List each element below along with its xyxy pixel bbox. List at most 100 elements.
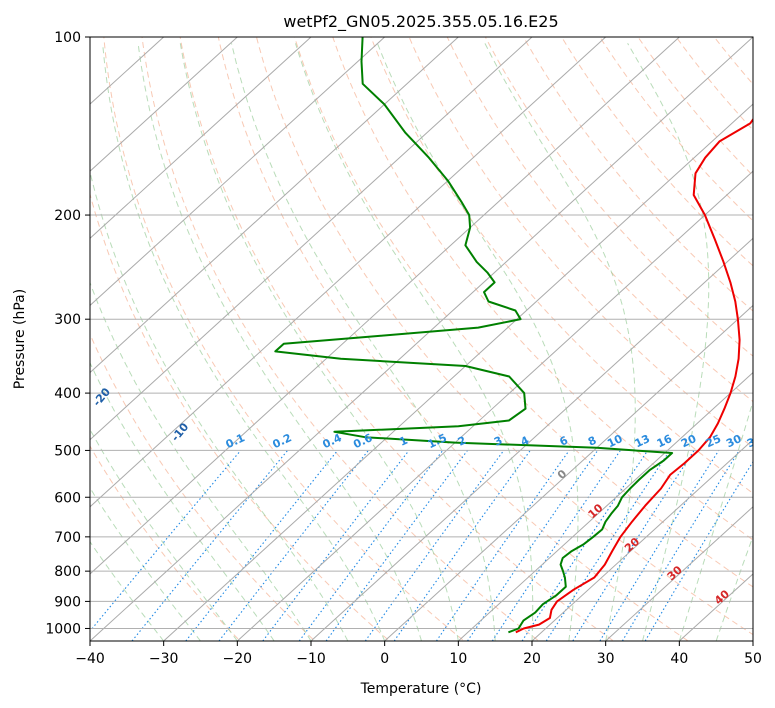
isotherm-line: [90, 37, 312, 240]
dry-adiabat-line: [103, 37, 465, 641]
x-tick-label: 40: [670, 651, 688, 667]
y-tick-label: 400: [54, 386, 81, 402]
y-tick-label: 300: [54, 312, 81, 328]
moist-adiabat-line: [678, 399, 753, 641]
dry-adiabat-line: [485, 37, 753, 357]
y-axis-title: Pressure (hPa): [12, 289, 28, 389]
dry-adiabat-line: [332, 37, 753, 541]
dry-adiabat-line: [217, 37, 690, 641]
mixing-ratio-line: [491, 450, 621, 641]
y-tick-label: 900: [54, 594, 81, 610]
y-tick-label: 200: [54, 208, 81, 224]
mixing-ratio-label: 20: [679, 432, 699, 450]
mixing-ratio-label: 25: [704, 432, 723, 450]
dry-adiabat-line: [370, 37, 753, 494]
isotherm-line: [90, 37, 753, 641]
mixing-ratio-line: [545, 450, 671, 641]
x-tick-label: 0: [380, 651, 389, 667]
y-tick-label: 500: [54, 443, 81, 459]
isotherm-line: [384, 304, 753, 641]
dry-adiabat-line: [90, 333, 316, 641]
isotherm-grid: [90, 37, 753, 641]
dry-adiabat-line: [408, 37, 753, 448]
moist-adiabat-line: [90, 540, 165, 641]
x-tick-label: 50: [744, 651, 762, 667]
mixing-ratio-line: [185, 450, 339, 641]
isotherm-line: [90, 37, 607, 508]
moist-adiabat-line: [179, 43, 459, 641]
mixing-ratio-label: 16: [655, 432, 675, 450]
x-tick-label: 10: [449, 651, 467, 667]
mixing-ratio-label: 36: [745, 432, 765, 450]
mixing-ratio-line: [325, 450, 468, 641]
mixing-ratio-line: [572, 450, 695, 641]
moist-adiabat-line: [102, 43, 386, 641]
mixing-ratio-label: 10: [605, 432, 625, 450]
dry-adiabat-line: [141, 37, 540, 641]
plot-frame: [89, 36, 754, 642]
background-lines: [90, 37, 753, 641]
x-tick-label: −20: [223, 651, 253, 667]
mixing-ratio-label: 13: [633, 432, 652, 450]
x-axis: −40 −30 −20 −10 0 10 20 30 40 50: [75, 641, 762, 667]
mixing-ratio-line: [298, 450, 444, 641]
x-axis-title: Temperature (°C): [360, 681, 482, 697]
moist-adiabat-line: [90, 169, 349, 641]
x-tick-label: −40: [75, 651, 105, 667]
mixing-ratio-line: [621, 450, 740, 641]
dry-adiabat-line: [599, 37, 753, 222]
dry-adiabat-line: [256, 37, 753, 636]
mixing-ratio-line: [262, 450, 410, 641]
dry-adiabat-line: [561, 37, 753, 267]
moist-adiabat-line: [137, 43, 422, 641]
dry-adiabat-line: [90, 445, 241, 641]
y-tick-label: 700: [54, 530, 81, 546]
isotherm-line: [90, 37, 533, 441]
isotherm-line: [90, 37, 459, 374]
moist-adiabat-line: [376, 43, 579, 641]
moist-adiabat-line: [231, 43, 496, 641]
moist-adiabat-line: [90, 487, 201, 641]
y-tick-label: 100: [54, 30, 81, 46]
isotherm-line: [310, 237, 753, 641]
dry-adiabat-line: [90, 192, 391, 641]
moist-adiabat-line: [295, 43, 534, 641]
y-tick-label: 1000: [45, 621, 81, 637]
isotherm-line: [90, 37, 386, 307]
mixing-ratio-line: [521, 450, 649, 641]
mixing-ratio-line: [599, 450, 720, 641]
mixing-ratio-line: [131, 450, 289, 641]
isotherm-line: [752, 640, 753, 641]
pressure-grid: [90, 37, 753, 629]
profiles: [274, 37, 753, 634]
isotherm-line: [163, 103, 753, 641]
mixing-ratio-line: [435, 450, 570, 641]
moist-adiabat-line: [90, 428, 238, 641]
isotherm-line: [90, 37, 238, 172]
chart-title: wetPf2_GN05.2025.355.05.16.E25: [283, 12, 558, 32]
isotherm-line: [457, 371, 753, 641]
x-tick-label: −10: [296, 651, 326, 667]
isotherm-line: [531, 438, 753, 641]
dry-adiabat-line: [294, 37, 753, 588]
mixing-ratio-line: [90, 450, 242, 632]
moist-adiabat-line: [484, 43, 636, 641]
moist-adiabat-line: [90, 361, 275, 641]
mixing-ratio-line: [364, 450, 505, 641]
x-tick-label: 30: [597, 651, 615, 667]
temperature-series: [515, 117, 753, 634]
moist-adiabat-line: [627, 43, 710, 641]
x-tick-label: 20: [523, 651, 541, 667]
dewpoint-series: [274, 37, 674, 634]
y-tick-label: 800: [54, 564, 81, 580]
mixing-ratio-label: 30: [724, 432, 744, 450]
y-tick-label: 600: [54, 490, 81, 506]
x-tick-label: −30: [149, 651, 179, 667]
isotherm-line: [236, 170, 753, 641]
isotherm-line: [605, 506, 753, 641]
dry-adiabat-line: [752, 37, 753, 39]
moist-adiabat-line: [715, 534, 753, 641]
dry-adiabat-line: [179, 37, 615, 641]
mixing-ratio-line: [467, 450, 599, 641]
